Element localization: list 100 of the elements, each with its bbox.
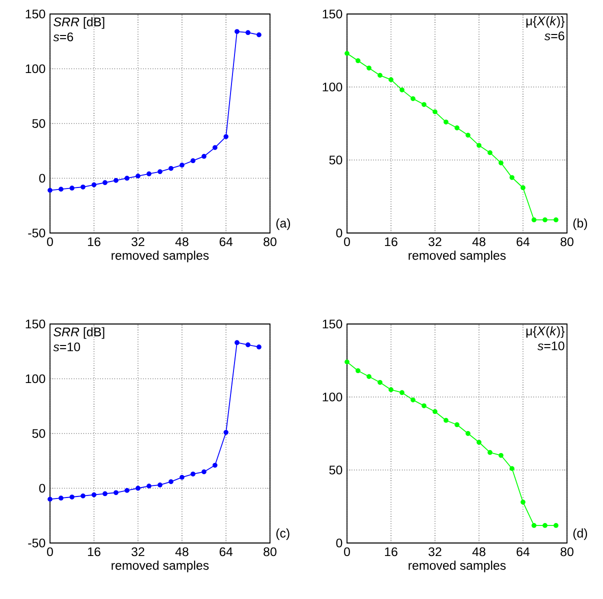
y-tick-label: 100 [322,82,342,92]
point [48,496,52,502]
x-tick-label: 0 [344,237,350,246]
y-tick-label: 150 [322,320,342,328]
point [136,174,140,178]
point [202,154,206,159]
x-tick-label: 48 [472,237,486,246]
point [554,217,558,222]
point [498,160,504,166]
point [454,422,460,428]
annotation: μ{X(k)} [526,326,565,338]
point [58,186,64,192]
point [432,409,438,414]
point [234,340,240,346]
point [400,390,404,396]
point [146,171,152,176]
point [114,178,118,183]
point [488,450,492,455]
point [532,217,536,222]
y-tick-label: 150 [26,320,46,328]
point [444,120,448,124]
point [190,472,196,476]
x-axis-title: removed samples [112,560,209,572]
text: (b) [573,218,588,230]
point [212,145,218,150]
point [246,30,250,36]
point [510,466,514,471]
point [476,142,482,148]
point [356,368,360,374]
point [92,492,96,498]
point [388,77,394,82]
x-tick-label: 32 [132,237,144,246]
x-tick-label: 0 [47,237,53,246]
x-tick-label: 80 [560,547,574,556]
point [190,158,196,164]
point [498,452,504,458]
point [202,469,206,474]
x-tick-label: 16 [385,547,398,556]
x-tick-label: 64 [220,237,233,246]
text: (c) [276,528,290,540]
annotation: s=6 [544,31,564,40]
text: (d) [573,528,588,540]
x-tick-label: 48 [175,237,188,246]
point [410,397,416,402]
x-tick-label: 16 [88,547,100,556]
point [136,486,140,491]
x-tick-label: 32 [428,547,442,556]
point [520,185,526,190]
y-tick-label: 0 [39,174,46,183]
annotation: s=10 [53,342,80,352]
point [400,87,404,92]
point [444,418,448,423]
point [246,342,250,348]
point [234,29,240,34]
point [70,186,74,191]
x-tick-label: 32 [428,237,442,246]
annotation: s=6 [53,32,74,42]
y-tick-label: 50 [329,156,342,164]
text: (a) [276,218,290,230]
annotation: s=10 [537,341,564,350]
point [378,380,382,385]
point [542,523,548,528]
point [102,180,108,186]
point [532,523,536,528]
annotation: μ{X(k)} [526,16,565,28]
y-tick-label: 50 [329,466,342,474]
point [180,474,184,480]
point [146,484,152,488]
point [388,387,394,392]
point [80,184,86,190]
point [432,109,438,114]
x-tick-label: 0 [344,547,350,556]
x-tick-label: 16 [88,237,100,246]
x-tick-label: 32 [132,547,144,556]
point [168,166,174,171]
x-tick-label: 0 [47,547,53,556]
point [344,50,350,56]
point [256,344,262,350]
point [224,134,228,140]
y-tick-label: 50 [32,429,46,438]
point [212,462,218,468]
point [422,102,426,107]
point [70,494,74,500]
y-tick-label: -50 [28,538,46,548]
point [168,479,174,484]
y-tick-label: 50 [32,119,46,128]
point [542,217,548,222]
y-tick-label: 100 [322,392,342,402]
x-tick-label: 64 [516,237,530,246]
annotation: SRR [dB] [54,17,104,29]
point [378,72,382,78]
x-tick-label: 64 [220,547,233,556]
x-axis-title: removed samples [408,560,506,572]
point [124,176,130,181]
point [366,374,372,379]
x-tick-label: 48 [175,547,188,556]
y-tick-label: 0 [336,228,342,238]
point [80,493,86,498]
point [520,500,526,505]
point [422,403,426,408]
